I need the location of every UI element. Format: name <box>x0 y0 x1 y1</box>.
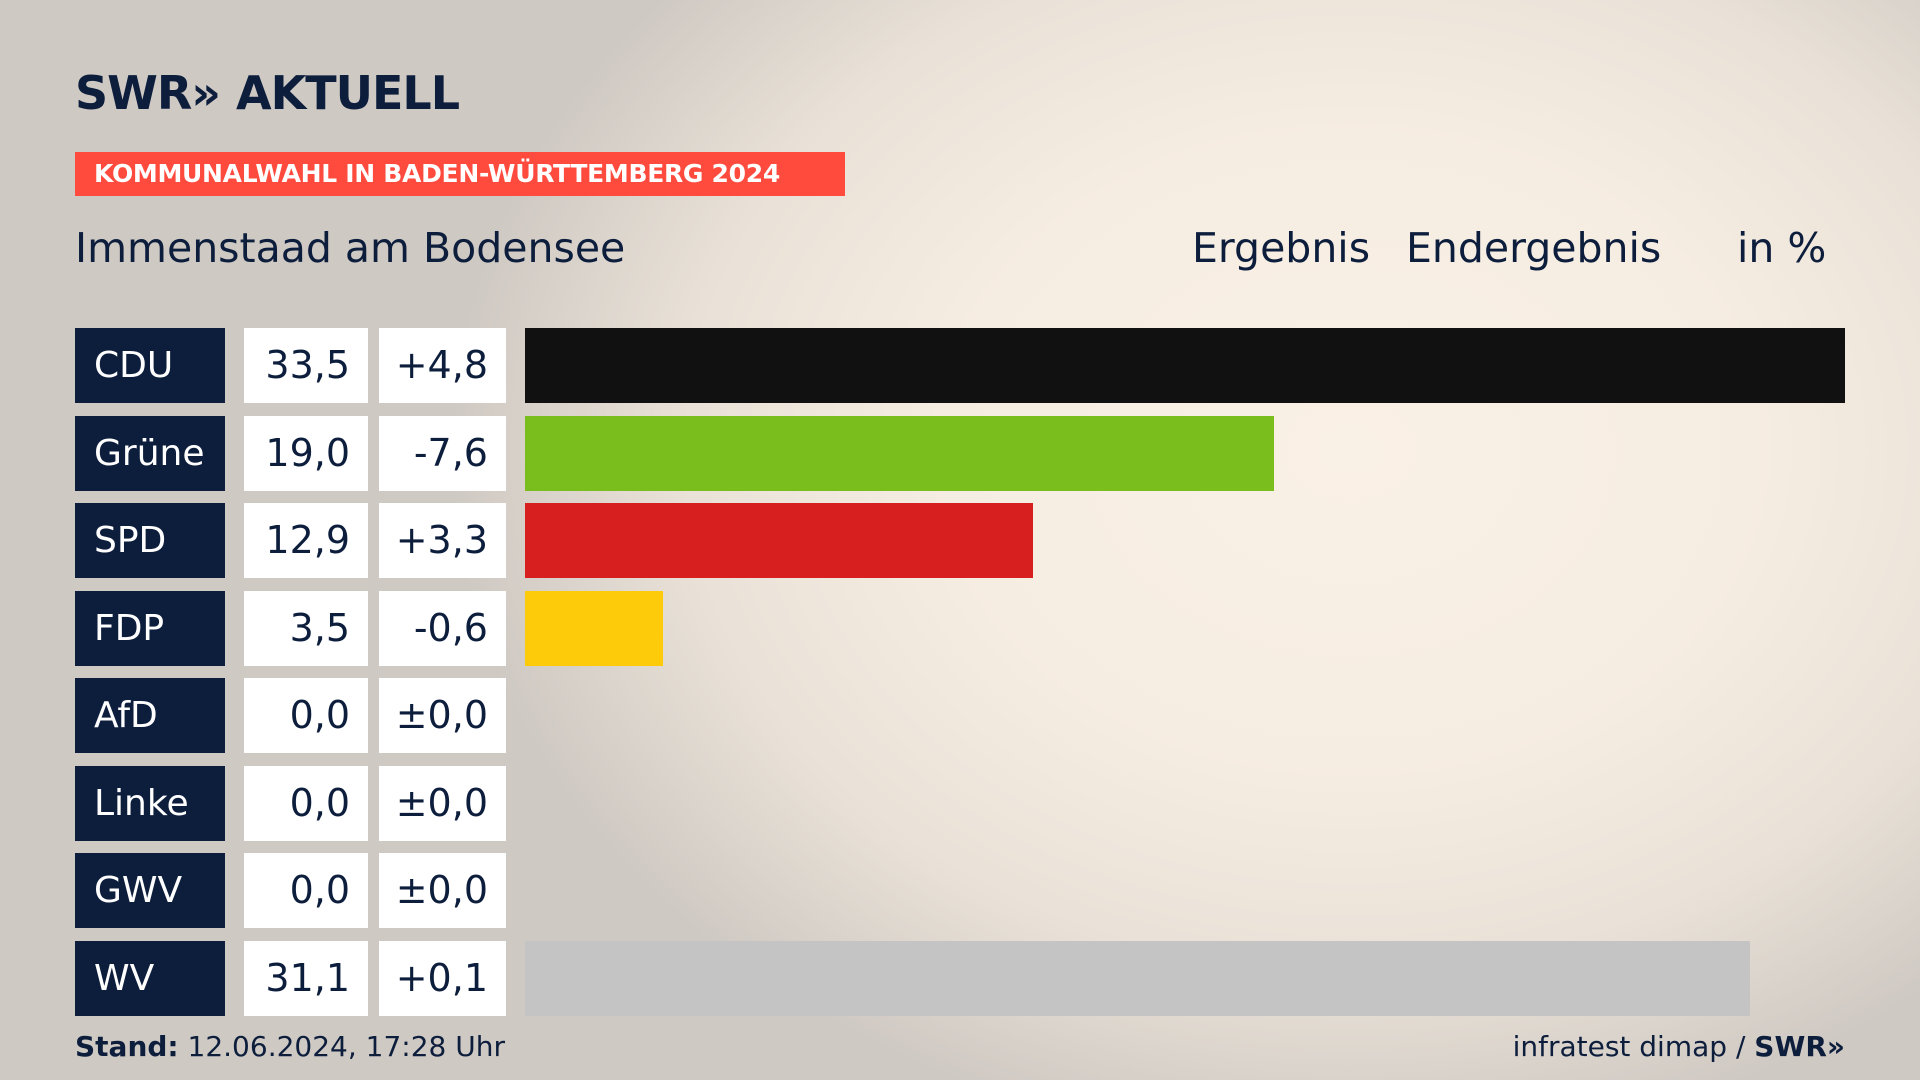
bar-fdp <box>525 591 663 666</box>
bar-wv <box>525 941 1750 1016</box>
header-unit: in % <box>1737 224 1827 272</box>
diff-label-linke: ±0,0 <box>379 766 506 841</box>
party-label-cdu: CDU <box>75 328 225 403</box>
diff-label-fdp: -0,6 <box>379 591 506 666</box>
party-label-wv: WV <box>75 941 225 1016</box>
election-tag: KOMMUNALWAHL IN BADEN-WÜRTTEMBERG 2024 <box>75 152 845 196</box>
timestamp: Stand: 12.06.2024, 17:28 Uhr <box>75 1030 505 1064</box>
header-status: Endergebnis <box>1406 224 1662 272</box>
diff-label-spd: +3,3 <box>379 503 506 578</box>
bar-cdu <box>525 328 1845 403</box>
value-label-gwv: 0,0 <box>244 853 368 928</box>
logo-swr: SWR» <box>75 66 221 120</box>
value-label-cdu: 33,5 <box>244 328 368 403</box>
diff-label-grne: -7,6 <box>379 416 506 491</box>
diff-label-cdu: +4,8 <box>379 328 506 403</box>
value-label-spd: 12,9 <box>244 503 368 578</box>
bar-grne <box>525 416 1274 491</box>
party-label-gwv: GWV <box>75 853 225 928</box>
diff-label-wv: +0,1 <box>379 941 506 1016</box>
logo-aktuell: AKTUELL <box>236 66 460 120</box>
value-label-wv: 31,1 <box>244 941 368 1016</box>
diff-label-afd: ±0,0 <box>379 678 506 753</box>
diff-label-gwv: ±0,0 <box>379 853 506 928</box>
source-credit: infratest dimap / SWR» <box>1513 1030 1845 1064</box>
party-label-fdp: FDP <box>75 591 225 666</box>
stand-value: 12.06.2024, 17:28 Uhr <box>187 1030 505 1063</box>
value-label-grne: 19,0 <box>244 416 368 491</box>
region-title: Immenstaad am Bodensee <box>75 224 626 272</box>
value-label-fdp: 3,5 <box>244 591 368 666</box>
swr-aktuell-logo: SWR» AKTUELL <box>75 66 460 120</box>
party-label-grne: Grüne <box>75 416 225 491</box>
header-result: Ergebnis <box>1192 224 1371 272</box>
source-brand: SWR» <box>1754 1030 1845 1063</box>
party-label-afd: AfD <box>75 678 225 753</box>
bar-spd <box>525 503 1033 578</box>
party-label-spd: SPD <box>75 503 225 578</box>
stand-label: Stand: <box>75 1030 179 1063</box>
value-label-linke: 0,0 <box>244 766 368 841</box>
source-text: infratest dimap / <box>1512 1030 1746 1063</box>
value-label-afd: 0,0 <box>244 678 368 753</box>
party-label-linke: Linke <box>75 766 225 841</box>
